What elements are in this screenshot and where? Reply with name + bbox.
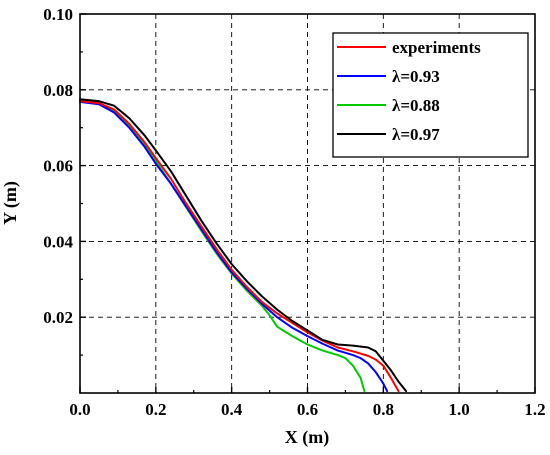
legend-label: λ=0.88 [392,96,440,115]
series-line-3 [79,98,408,393]
x-tick-label: 0.4 [221,400,243,419]
x-tick-label: 0.8 [373,400,394,419]
series-line-0 [79,100,400,393]
legend-items: experiments λ=0.93 λ=0.88 λ=0.97 [337,38,481,144]
y-tick-label: 0.04 [43,232,73,251]
y-axis-title: Y (m) [0,181,21,225]
x-tick-label: 0.0 [69,400,90,419]
legend-box [332,32,529,158]
legend-label: λ=0.93 [392,67,440,86]
legend: experiments λ=0.93 λ=0.88 λ=0.97 [332,32,529,158]
series-layer [79,98,408,393]
legend-label: experiments [392,38,481,57]
x-axis-title: X (m) [285,427,329,448]
x-tick-label: 0.6 [297,400,318,419]
series-line-2 [79,99,366,393]
y-tick-label: 0.08 [43,81,73,100]
tick-layer: 0.0 0.2 0.4 0.6 0.8 1.0 1.2 0.02 0.04 0.06 0.08 0.1… [43,5,545,419]
legend-label: λ=0.97 [392,125,440,144]
y-tick-label: 0.06 [43,157,73,176]
series-line-1 [79,100,389,393]
y-tick-label: 0.10 [43,5,73,24]
x-tick-label: 1.2 [524,400,545,419]
x-tick-label: 1.0 [449,400,470,419]
y-tick-label: 0.02 [43,308,73,327]
x-tick-label: 0.2 [145,400,166,419]
